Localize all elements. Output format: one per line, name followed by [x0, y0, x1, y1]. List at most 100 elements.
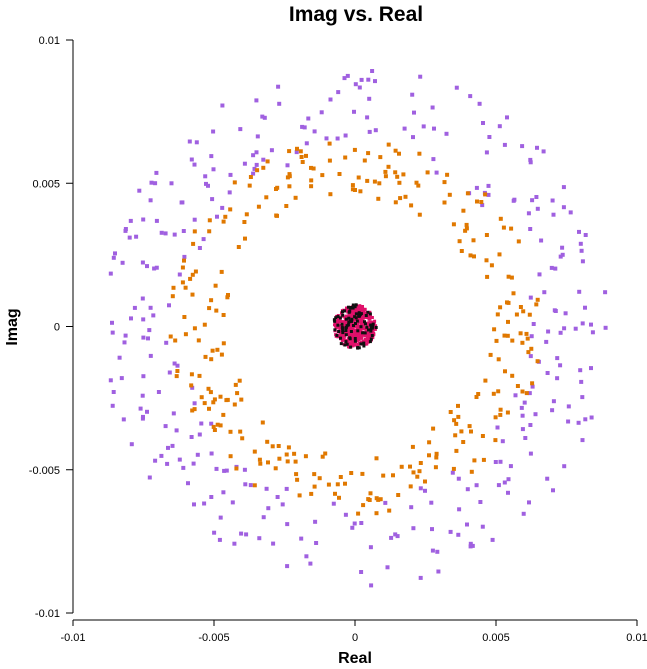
data-point [218, 515, 223, 520]
data-point [199, 395, 204, 400]
data-point [191, 461, 196, 466]
data-point [528, 160, 533, 165]
data-point [356, 317, 360, 321]
data-point [513, 393, 518, 398]
data-point [207, 229, 212, 234]
data-point [510, 373, 515, 378]
data-point [177, 457, 182, 462]
data-point [363, 338, 367, 341]
data-point [470, 543, 475, 548]
data-point [170, 294, 175, 299]
data-point [264, 195, 269, 200]
data-point [337, 334, 341, 338]
data-point [418, 74, 423, 79]
data-point [339, 336, 342, 340]
data-point [252, 166, 257, 171]
data-point [374, 496, 379, 501]
data-point [218, 423, 223, 428]
data-point [464, 222, 469, 227]
data-point [544, 339, 549, 344]
data-point [328, 97, 333, 102]
data-point [359, 330, 363, 334]
data-point [456, 414, 461, 419]
data-point [490, 537, 495, 542]
data-point [361, 311, 365, 315]
data-point [214, 308, 219, 313]
data-point [355, 319, 359, 323]
data-point [230, 500, 235, 505]
data-point [334, 322, 338, 326]
data-point [244, 212, 249, 217]
data-point [285, 175, 290, 180]
data-point [285, 163, 290, 168]
data-point [353, 305, 357, 309]
data-point [374, 456, 379, 461]
data-point [223, 214, 228, 219]
data-point [159, 230, 164, 235]
data-point [465, 487, 470, 492]
data-point [120, 260, 125, 265]
data-point [357, 331, 361, 335]
data-point [335, 333, 339, 337]
data-point [549, 265, 554, 270]
data-point [551, 399, 556, 404]
data-point [370, 334, 374, 337]
data-point [239, 397, 244, 402]
data-point [395, 534, 400, 539]
data-point [149, 180, 154, 185]
data-point [361, 316, 365, 320]
data-point [211, 129, 216, 134]
data-point [309, 491, 314, 496]
data-point [496, 483, 501, 488]
data-point [238, 127, 243, 132]
data-point [367, 337, 371, 340]
data-point [505, 300, 509, 305]
data-point [371, 329, 375, 333]
data-point [577, 229, 581, 234]
data-point [221, 313, 226, 317]
data-point [505, 333, 510, 338]
data-point [377, 181, 382, 186]
data-point [293, 459, 298, 464]
data-point [520, 340, 525, 345]
data-point [361, 326, 365, 330]
data-point [528, 354, 533, 359]
data-point [349, 314, 353, 318]
data-point [417, 469, 422, 474]
data-point [393, 532, 398, 537]
data-point [352, 147, 357, 152]
data-point [284, 452, 289, 457]
data-point [183, 332, 188, 337]
data-point [141, 335, 146, 340]
data-point [357, 338, 361, 342]
data-point [590, 330, 595, 335]
data-point [399, 464, 404, 469]
data-point [256, 204, 261, 209]
data-point [153, 181, 158, 186]
data-point [558, 330, 563, 335]
data-point [355, 310, 359, 314]
data-point [320, 454, 325, 459]
data-point [498, 407, 503, 412]
data-point [553, 309, 558, 313]
data-point [353, 339, 357, 343]
data-point [530, 381, 535, 386]
data-point [168, 334, 173, 339]
data-point [335, 482, 340, 487]
data-point [203, 354, 208, 359]
data-point [432, 126, 436, 131]
data-point [468, 544, 473, 549]
data-point [352, 324, 355, 327]
data-point [152, 266, 157, 271]
data-point [453, 433, 458, 438]
data-point [531, 322, 536, 326]
data-point [362, 341, 366, 345]
data-point [110, 403, 115, 408]
data-point [350, 187, 355, 192]
data-point [493, 415, 498, 420]
data-point [189, 435, 194, 439]
data-point [500, 439, 505, 444]
data-point [347, 305, 350, 309]
data-point [418, 486, 423, 491]
